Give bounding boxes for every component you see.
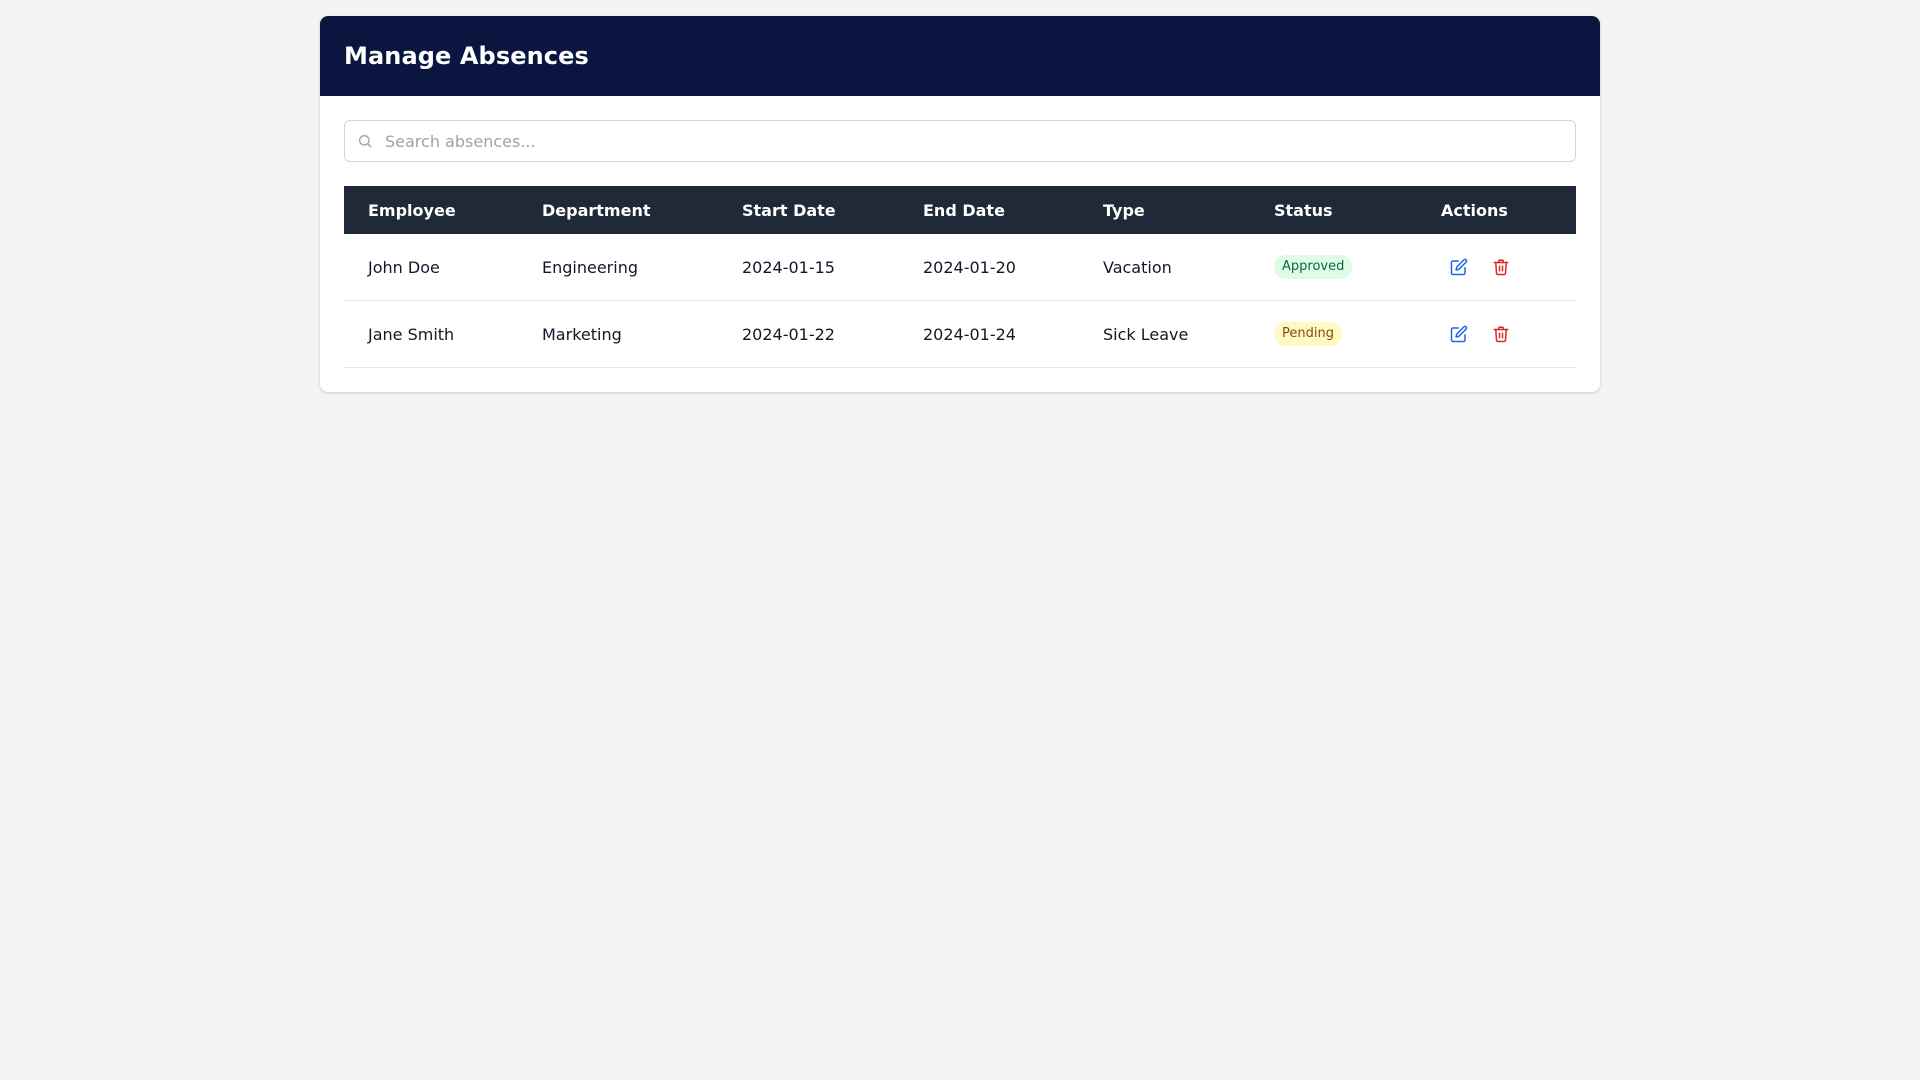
status-cell: Approved — [1250, 234, 1417, 301]
status-badge: Approved — [1274, 255, 1353, 279]
start-date-cell: 2024-01-15 — [718, 234, 899, 301]
card-body: Employee Department Start Date End Date … — [320, 96, 1600, 392]
end-date-cell: 2024-01-24 — [899, 300, 1079, 368]
column-header-employee[interactable]: Employee — [368, 200, 456, 220]
trash-icon — [1493, 326, 1509, 343]
actions-cell — [1417, 300, 1576, 368]
edit-icon — [1450, 258, 1468, 276]
actions-cell — [1417, 234, 1576, 301]
type-cell: Vacation — [1079, 234, 1250, 301]
card-header: Manage Absences — [320, 16, 1600, 96]
employee-cell: John Doe — [344, 234, 518, 301]
search-icon — [359, 135, 372, 148]
table-header-row: Employee Department Start Date End Date … — [344, 186, 1576, 234]
page-title: Manage Absences — [344, 42, 589, 70]
table-row: Jane Smith Marketing 2024-01-22 2024-01-… — [344, 300, 1576, 368]
table-row: John Doe Engineering 2024-01-15 2024-01-… — [344, 234, 1576, 301]
edit-button[interactable] — [1449, 324, 1469, 344]
delete-button[interactable] — [1491, 257, 1511, 277]
employee-cell: Jane Smith — [344, 300, 518, 368]
edit-icon — [1450, 325, 1468, 343]
type-cell: Sick Leave — [1079, 300, 1250, 368]
department-cell: Marketing — [518, 300, 718, 368]
search-bar — [344, 120, 1576, 162]
delete-button[interactable] — [1491, 324, 1511, 344]
search-input[interactable] — [345, 121, 1575, 161]
department-cell: Engineering — [518, 234, 718, 301]
absences-card: Manage Absences Employee D — [320, 16, 1600, 392]
column-header-actions: Actions — [1441, 200, 1508, 220]
absences-table: Employee Department Start Date End Date … — [344, 186, 1576, 368]
status-badge: Pending — [1274, 322, 1342, 346]
start-date-cell: 2024-01-22 — [718, 300, 899, 368]
trash-icon — [1493, 259, 1509, 276]
edit-button[interactable] — [1449, 257, 1469, 277]
column-header-end-date[interactable]: End Date — [923, 200, 1005, 220]
status-cell: Pending — [1250, 300, 1417, 368]
end-date-cell: 2024-01-20 — [899, 234, 1079, 301]
column-header-department[interactable]: Department — [542, 200, 651, 220]
column-header-start-date[interactable]: Start Date — [742, 200, 836, 220]
column-header-type[interactable]: Type — [1103, 200, 1145, 220]
column-header-status[interactable]: Status — [1274, 200, 1333, 220]
